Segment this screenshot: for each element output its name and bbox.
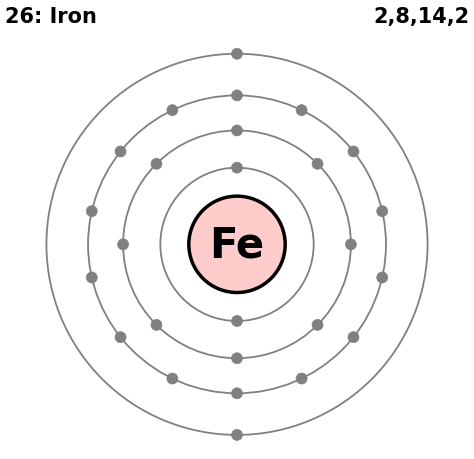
Circle shape bbox=[296, 106, 307, 116]
Circle shape bbox=[189, 197, 285, 293]
Circle shape bbox=[348, 147, 359, 157]
Circle shape bbox=[296, 373, 307, 384]
Circle shape bbox=[377, 272, 388, 283]
Circle shape bbox=[151, 159, 162, 170]
Circle shape bbox=[151, 320, 162, 330]
Circle shape bbox=[231, 91, 243, 101]
Circle shape bbox=[167, 106, 178, 116]
Circle shape bbox=[167, 373, 178, 384]
Circle shape bbox=[231, 163, 243, 174]
Circle shape bbox=[377, 206, 388, 217]
Circle shape bbox=[115, 147, 126, 157]
Circle shape bbox=[118, 239, 128, 250]
Circle shape bbox=[231, 388, 243, 399]
Circle shape bbox=[115, 332, 126, 343]
Circle shape bbox=[231, 316, 243, 327]
Text: 26: Iron: 26: Iron bbox=[5, 7, 97, 27]
Text: Fe: Fe bbox=[210, 224, 264, 266]
Circle shape bbox=[312, 320, 323, 330]
Circle shape bbox=[348, 332, 359, 343]
Circle shape bbox=[231, 126, 243, 137]
Circle shape bbox=[231, 49, 243, 60]
Circle shape bbox=[231, 430, 243, 441]
Circle shape bbox=[86, 272, 97, 283]
Circle shape bbox=[346, 239, 356, 250]
Text: 2,8,14,2: 2,8,14,2 bbox=[373, 7, 469, 27]
Circle shape bbox=[312, 159, 323, 170]
Circle shape bbox=[86, 206, 97, 217]
Circle shape bbox=[231, 353, 243, 364]
